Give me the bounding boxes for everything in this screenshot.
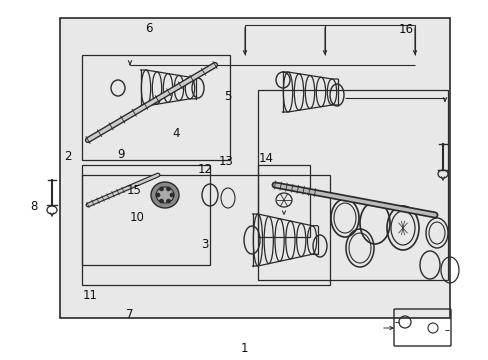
Bar — [258, 165, 309, 237]
Text: 10: 10 — [129, 211, 144, 224]
Text: 2: 2 — [63, 150, 71, 163]
Text: 3: 3 — [200, 238, 208, 251]
Text: 16: 16 — [398, 23, 412, 36]
Circle shape — [159, 187, 163, 191]
Text: 1: 1 — [240, 342, 248, 355]
Text: 4: 4 — [172, 127, 180, 140]
Circle shape — [166, 199, 170, 203]
Bar — [60, 18, 449, 318]
Text: 8: 8 — [30, 201, 38, 213]
Text: 13: 13 — [219, 155, 233, 168]
Text: 11: 11 — [83, 289, 98, 302]
Text: 6: 6 — [145, 22, 153, 35]
Ellipse shape — [156, 187, 174, 203]
Bar — [82, 175, 329, 285]
Circle shape — [166, 187, 170, 191]
Text: 15: 15 — [127, 184, 142, 197]
Text: 7: 7 — [125, 309, 133, 321]
Circle shape — [156, 193, 160, 197]
Text: 14: 14 — [259, 152, 273, 165]
Text: 12: 12 — [198, 163, 212, 176]
Text: 5: 5 — [223, 90, 231, 103]
Ellipse shape — [151, 182, 179, 208]
Text: 9: 9 — [117, 148, 125, 161]
Circle shape — [159, 199, 163, 203]
Circle shape — [170, 193, 174, 197]
Bar — [258, 90, 447, 280]
Bar — [82, 55, 229, 160]
Bar — [82, 165, 209, 265]
